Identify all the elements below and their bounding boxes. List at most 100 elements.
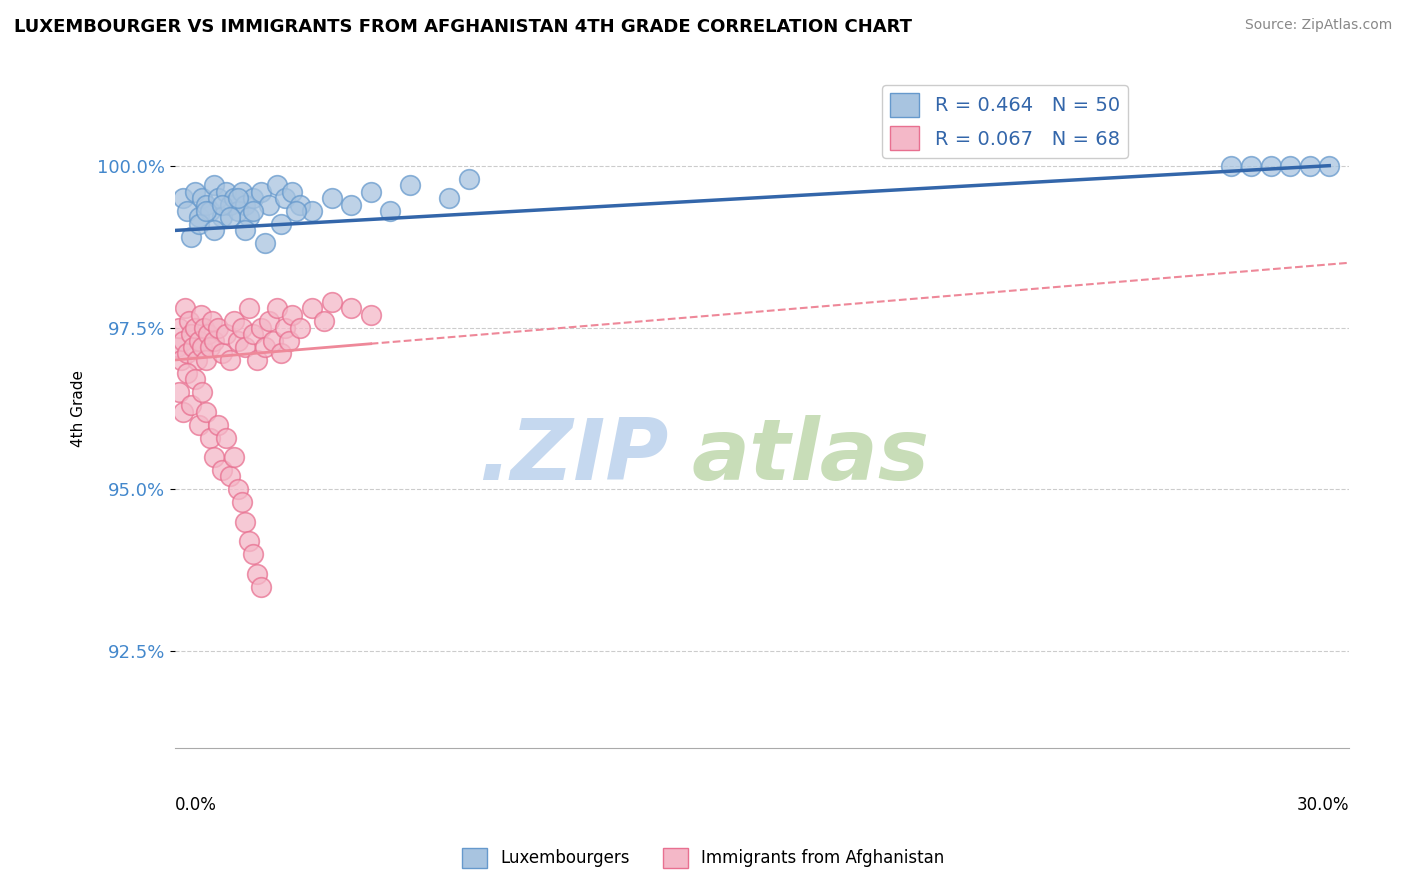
Point: [235, 223, 257, 237]
Point: [202, 334, 225, 348]
Point: [218, 197, 240, 211]
Point: [211, 211, 233, 225]
Point: [215, 326, 238, 341]
Text: .ZIP: .ZIP: [478, 415, 668, 498]
Point: [360, 308, 382, 322]
Point: [172, 191, 194, 205]
Point: [1220, 159, 1243, 173]
Point: [250, 320, 273, 334]
Point: [222, 314, 245, 328]
Point: [1279, 159, 1302, 173]
Point: [187, 417, 209, 432]
Point: [226, 204, 249, 219]
Point: [340, 301, 363, 315]
Point: [176, 366, 198, 380]
Point: [257, 314, 280, 328]
Point: [195, 204, 218, 219]
Y-axis label: 4th Grade: 4th Grade: [72, 370, 86, 447]
Text: 30.0%: 30.0%: [1296, 796, 1348, 814]
Point: [187, 217, 209, 231]
Point: [180, 230, 202, 244]
Point: [257, 197, 280, 211]
Point: [226, 191, 249, 205]
Point: [202, 178, 225, 192]
Point: [183, 320, 205, 334]
Point: [202, 450, 225, 464]
Point: [186, 353, 208, 368]
Point: [301, 204, 323, 219]
Point: [193, 320, 215, 334]
Point: [1240, 159, 1263, 173]
Point: [172, 405, 194, 419]
Point: [235, 515, 257, 529]
Text: 0.0%: 0.0%: [176, 796, 217, 814]
Point: [231, 495, 253, 509]
Legend: R = 0.464   N = 50, R = 0.067   N = 68: R = 0.464 N = 50, R = 0.067 N = 68: [883, 85, 1128, 158]
Point: [360, 185, 382, 199]
Point: [195, 353, 218, 368]
Point: [235, 340, 257, 354]
Point: [270, 346, 292, 360]
Point: [190, 308, 212, 322]
Point: [191, 191, 214, 205]
Point: [281, 308, 304, 322]
Point: [200, 340, 222, 354]
Point: [191, 340, 214, 354]
Text: LUXEMBOURGER VS IMMIGRANTS FROM AFGHANISTAN 4TH GRADE CORRELATION CHART: LUXEMBOURGER VS IMMIGRANTS FROM AFGHANIS…: [14, 18, 912, 36]
Point: [246, 353, 269, 368]
Point: [211, 463, 233, 477]
Point: [191, 385, 214, 400]
Point: [242, 204, 264, 219]
Point: [215, 431, 238, 445]
Point: [250, 185, 273, 199]
Point: [262, 334, 284, 348]
Point: [290, 320, 312, 334]
Point: [218, 353, 240, 368]
Point: [195, 405, 218, 419]
Point: [281, 185, 304, 199]
Point: [177, 314, 200, 328]
Point: [200, 204, 222, 219]
Point: [201, 314, 224, 328]
Point: [321, 294, 343, 309]
Point: [202, 223, 225, 237]
Point: [207, 320, 229, 334]
Point: [340, 197, 363, 211]
Point: [312, 314, 335, 328]
Point: [250, 580, 273, 594]
Point: [238, 534, 260, 549]
Point: [167, 385, 190, 400]
Text: Source: ZipAtlas.com: Source: ZipAtlas.com: [1244, 18, 1392, 32]
Point: [266, 301, 288, 315]
Point: [218, 211, 240, 225]
Point: [180, 398, 202, 412]
Point: [285, 204, 308, 219]
Point: [211, 197, 233, 211]
Point: [166, 340, 188, 354]
Point: [181, 340, 204, 354]
Point: [187, 334, 209, 348]
Point: [254, 340, 277, 354]
Point: [242, 191, 264, 205]
Point: [180, 326, 202, 341]
Point: [183, 372, 205, 386]
Point: [200, 431, 222, 445]
Point: [176, 346, 198, 360]
Point: [176, 204, 198, 219]
Point: [290, 197, 312, 211]
Point: [222, 450, 245, 464]
Point: [1260, 159, 1282, 173]
Point: [398, 178, 420, 192]
Text: atlas: atlas: [692, 415, 929, 498]
Point: [226, 483, 249, 497]
Point: [222, 191, 245, 205]
Point: [226, 334, 249, 348]
Point: [235, 197, 257, 211]
Legend: Luxembourgers, Immigrants from Afghanistan: Luxembourgers, Immigrants from Afghanist…: [456, 841, 950, 875]
Point: [167, 320, 190, 334]
Point: [242, 547, 264, 561]
Point: [270, 217, 292, 231]
Point: [277, 334, 299, 348]
Point: [207, 191, 229, 205]
Point: [273, 191, 295, 205]
